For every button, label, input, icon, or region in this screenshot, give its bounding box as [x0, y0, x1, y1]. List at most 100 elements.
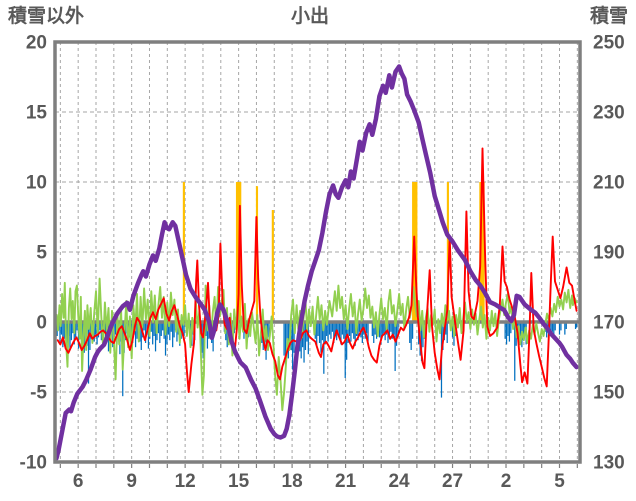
blue-bar [341, 322, 343, 335]
blue-bar [388, 322, 391, 338]
blue-bar [167, 322, 170, 335]
blue-bar [384, 322, 386, 341]
blue-bar [173, 322, 175, 338]
right-axis-tick-label: 250 [593, 33, 625, 54]
blue-bar [323, 322, 325, 374]
blue-bar [343, 322, 345, 339]
right-axis-tick-label: 150 [593, 383, 625, 404]
green-line-polyline [55, 277, 578, 412]
blue-bar [159, 322, 161, 343]
right-axis-tick-label: 190 [593, 243, 625, 264]
blue-bar [163, 322, 165, 339]
blue-bar [114, 322, 117, 335]
blue-bar [391, 322, 393, 339]
blue-bar [374, 322, 376, 335]
blue-bar [330, 322, 332, 339]
blue-bar [378, 322, 381, 338]
blue-bar [226, 322, 228, 348]
blue-bar [290, 322, 292, 350]
snow-depth-line-series [55, 64, 579, 461]
left-axis-tick-label: 20 [26, 33, 47, 54]
blue-bar [87, 322, 90, 384]
x-axis-tick-label: 5 [554, 471, 565, 492]
blue-bar [348, 322, 351, 336]
blue-bar [360, 322, 362, 338]
yellow-bar [182, 182, 185, 322]
x-axis-tick-label: 15 [228, 471, 250, 492]
blue-bar [166, 322, 168, 345]
blue-bar [519, 322, 522, 336]
blue-bar [201, 322, 203, 353]
left-axis-tick-label: 15 [26, 103, 48, 124]
x-axis-tick-label: 12 [175, 471, 196, 492]
blue-bar [160, 322, 162, 336]
blue-bar [326, 322, 328, 336]
blue-bar [347, 322, 349, 343]
blue-bar [75, 322, 77, 338]
blue-bar [504, 322, 506, 339]
blue-bar [205, 322, 207, 336]
blue-bar [371, 322, 373, 336]
blue-bar [565, 322, 567, 329]
blue-bar [60, 322, 63, 335]
green-line-series [55, 277, 578, 412]
left-axis-tick-label: -10 [20, 453, 47, 474]
x-axis-tick-label: 6 [73, 471, 84, 492]
blue-bar [327, 322, 329, 342]
left-axis-title: 積雪以外 [8, 4, 84, 27]
blue-bar [144, 322, 147, 343]
blue-bar [202, 322, 204, 359]
blue-bar [381, 322, 383, 336]
right-axis-tick-label: 130 [593, 453, 625, 474]
blue-bar [334, 322, 336, 336]
series-layer [55, 64, 580, 461]
left-axis-tick-label: 10 [26, 173, 47, 194]
blue-bar [317, 322, 319, 336]
blue-bar [70, 322, 73, 341]
blue-bar [357, 322, 359, 341]
blue-bar [172, 322, 174, 348]
blue-bar [95, 322, 97, 335]
blue-bar [420, 322, 423, 362]
blue-bar [354, 322, 356, 346]
blue-bar [69, 322, 71, 350]
x-axis-tick-label: 24 [388, 471, 410, 492]
blue-bar [558, 322, 561, 335]
x-axis-tick-label: 18 [282, 471, 303, 492]
red-line-polyline [56, 147, 578, 393]
blue-bar [320, 322, 322, 353]
blue-bar [505, 322, 508, 345]
yellow-bar [479, 182, 485, 322]
blue-bar [446, 322, 448, 343]
blue-bar [514, 322, 516, 381]
blue-bar [293, 322, 295, 353]
blue-bar [182, 322, 184, 334]
blue-bar [445, 322, 447, 335]
blue-bar [62, 322, 64, 348]
plot-frame [53, 40, 582, 464]
blue-bar [206, 322, 209, 349]
x-axis-tick-label: 9 [126, 471, 137, 492]
blue-bar [162, 322, 164, 331]
blue-bar [154, 322, 157, 352]
blue-bar [574, 322, 577, 329]
blue-bar [411, 322, 414, 339]
right-axis-tick-label: 210 [593, 173, 625, 194]
blue-bar [393, 322, 395, 335]
blue-bar [409, 322, 411, 343]
blue-bar [113, 322, 115, 338]
blue-bar [394, 322, 396, 371]
blue-bar [365, 322, 368, 334]
blue-bar [66, 322, 68, 343]
axis-tick-labels: 20 15 10 5 0 -5 -10 250 230 210 190 170 150 130 6 9 12 15… [20, 33, 625, 493]
right-axis-tick-label: 230 [593, 103, 625, 124]
blue-bar [350, 322, 352, 342]
blue-bar [76, 322, 78, 331]
blue-bar [136, 322, 138, 339]
blue-bar [333, 322, 335, 343]
blue-bar [157, 322, 160, 334]
blue-bar [89, 322, 91, 350]
blue-bar [321, 322, 324, 341]
